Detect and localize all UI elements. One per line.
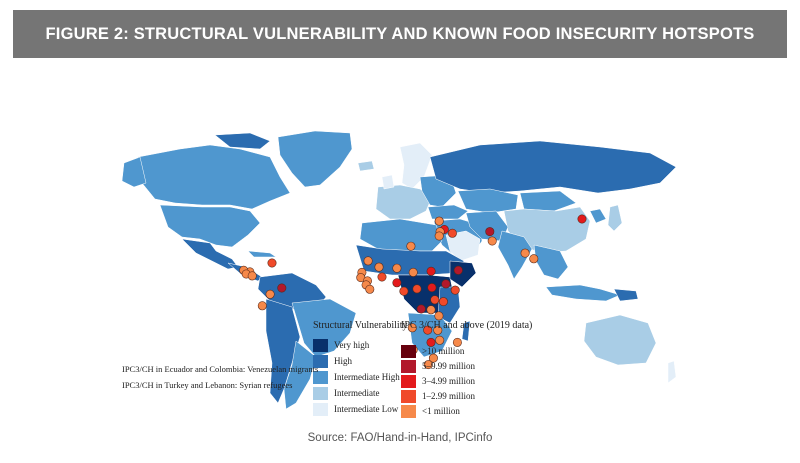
hotspot-marker — [452, 337, 462, 347]
region-korea-japan — [589, 208, 607, 224]
figure-title-banner: FIGURE 2: STRUCTURAL VULNERABILITY AND K… — [13, 10, 787, 58]
hotspot-markers — [239, 214, 587, 370]
region-arctic-islands — [214, 132, 271, 150]
hotspot-marker — [392, 263, 402, 273]
hotspot-marker — [267, 258, 277, 268]
region-australia — [583, 314, 657, 366]
region-new-zealand — [667, 360, 677, 384]
legend-swatch — [401, 405, 416, 418]
source-caption: Source: FAO/Hand-in-Hand, IPCinfo — [307, 432, 493, 444]
hotspot-marker — [434, 231, 444, 241]
hotspot-marker — [365, 284, 375, 294]
hotspot-marker — [430, 295, 440, 305]
region-greenland — [277, 130, 353, 188]
legend-swatch — [313, 355, 328, 368]
region-caribbean — [247, 250, 277, 258]
region-canada — [137, 144, 291, 210]
note-venezuelan-migrants: IPC3/CH in Ecuador and Colombia: Venezue… — [122, 364, 319, 374]
hotspot-marker — [407, 323, 417, 333]
legend-label: Intermediate Low — [334, 404, 399, 414]
region-madagascar — [461, 320, 471, 342]
hotspot-marker — [434, 216, 444, 226]
hotspot-marker — [247, 271, 257, 281]
note-syrian-refugees: IPC3/CH in Turkey and Lebanon: Syrian re… — [122, 380, 293, 390]
legend-ipc: IPC 3/CH and above (2019 data) >10 milli… — [401, 320, 541, 420]
hotspot-marker — [257, 301, 267, 311]
region-alaska — [121, 156, 147, 188]
region-japan — [607, 204, 623, 232]
legend-swatch — [313, 339, 328, 352]
legend-swatch — [313, 403, 328, 416]
region-india — [497, 230, 533, 280]
country-polygons — [121, 130, 677, 410]
region-kazakhstan — [457, 188, 519, 214]
hotspot-marker — [363, 256, 373, 266]
legend-swatch — [401, 345, 416, 358]
legend-label: 1–2.99 million — [422, 391, 476, 401]
legend-label: High — [334, 356, 352, 366]
hotspot-marker — [487, 236, 497, 246]
region-usa — [159, 204, 261, 248]
hotspot-marker — [450, 285, 460, 295]
region-indonesia — [545, 284, 621, 302]
hotspot-marker — [427, 283, 437, 293]
legend-label: Intermediate — [334, 388, 380, 398]
hotspot-marker — [426, 266, 436, 276]
legend-swatch — [401, 360, 416, 373]
hotspot-marker — [277, 283, 287, 293]
hotspot-marker — [399, 286, 409, 296]
legend-label: >10 million — [422, 346, 465, 356]
region-mongolia — [519, 190, 577, 212]
hotspot-marker — [426, 305, 436, 315]
region-western-europe — [375, 184, 433, 220]
legend-swatch — [401, 375, 416, 388]
hotspot-marker — [447, 228, 457, 238]
figure-title: FIGURE 2: STRUCTURAL VULNERABILITY AND K… — [45, 25, 755, 43]
region-iceland — [357, 160, 375, 172]
hotspot-marker — [423, 325, 433, 335]
hotspot-marker — [265, 289, 275, 299]
legend-vulnerability-title: Structural Vulnerability — [313, 320, 408, 331]
legend-label: Intermediate High — [334, 372, 400, 382]
legend-ipc-title: IPC 3/CH and above (2019 data) — [401, 320, 533, 331]
legend-swatch — [313, 371, 328, 384]
world-vulnerability-map — [120, 127, 680, 424]
hotspot-marker — [485, 227, 495, 237]
hotspot-marker — [412, 284, 422, 294]
hotspot-marker — [520, 248, 530, 258]
hotspot-marker — [374, 262, 384, 272]
region-scandinavia — [399, 142, 433, 190]
hotspot-marker — [529, 254, 539, 264]
hotspot-marker — [433, 325, 443, 335]
hotspot-marker — [377, 272, 387, 282]
region-papua — [613, 288, 639, 302]
hotspot-marker — [408, 267, 418, 277]
legend-vulnerability: Structural Vulnerability Very high High … — [313, 320, 407, 420]
hotspot-marker — [435, 335, 445, 345]
hotspot-marker — [392, 278, 402, 288]
hotspot-marker — [577, 214, 587, 224]
region-andes — [265, 298, 301, 404]
region-arabian-peninsula — [445, 230, 481, 262]
hotspot-marker — [434, 311, 444, 321]
hotspot-marker — [441, 279, 451, 289]
hotspot-marker — [423, 360, 433, 370]
hotspot-marker — [438, 297, 448, 307]
legend-label: 3–4.99 million — [422, 376, 476, 386]
legend-label: Very high — [334, 340, 370, 350]
legend-swatch — [401, 390, 416, 403]
hotspot-marker — [426, 337, 436, 347]
hotspot-marker — [416, 304, 426, 314]
hotspot-marker — [406, 241, 416, 251]
legend-label: 5–9.99 million — [422, 361, 476, 371]
hotspot-marker — [453, 265, 463, 275]
region-turkey-caucasus — [427, 204, 469, 220]
hotspot-marker — [428, 353, 438, 363]
legend-swatch — [313, 387, 328, 400]
region-brazil — [291, 298, 357, 358]
region-uk — [381, 174, 395, 190]
legend-label: <1 million — [422, 406, 460, 416]
